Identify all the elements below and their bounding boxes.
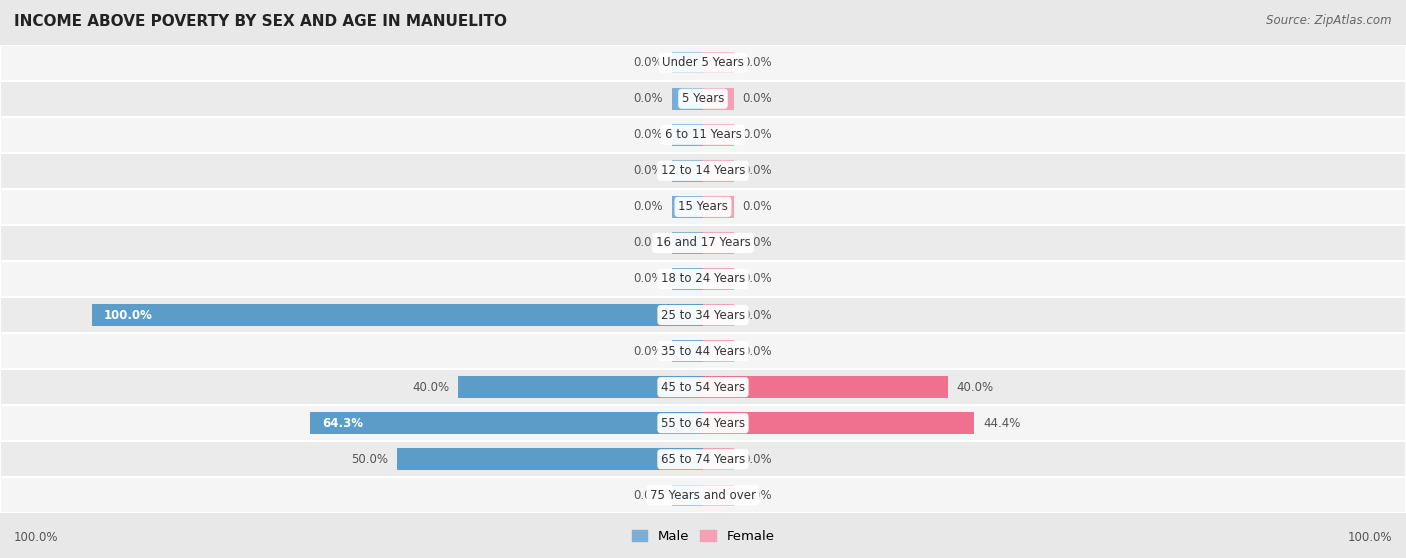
Bar [0, 45, 1406, 81]
Bar [458, 376, 703, 398]
Text: 50.0%: 50.0% [352, 453, 388, 466]
Bar [703, 88, 734, 109]
Bar [0, 477, 1406, 513]
Text: 100.0%: 100.0% [1347, 531, 1392, 544]
Bar [703, 232, 734, 254]
Text: 0.0%: 0.0% [742, 200, 772, 213]
Bar [0, 369, 1406, 405]
Text: 64.3%: 64.3% [322, 417, 363, 430]
Bar [0, 297, 1406, 333]
Text: 0.0%: 0.0% [634, 56, 664, 69]
Bar [0, 333, 1406, 369]
Bar [0, 261, 1406, 297]
Bar [672, 124, 703, 146]
Text: 35 to 44 Years: 35 to 44 Years [661, 345, 745, 358]
Bar [672, 484, 703, 506]
Text: 55 to 64 Years: 55 to 64 Years [661, 417, 745, 430]
Text: 0.0%: 0.0% [742, 272, 772, 286]
Text: 44.4%: 44.4% [984, 417, 1021, 430]
Bar [398, 449, 703, 470]
Text: 0.0%: 0.0% [742, 56, 772, 69]
Text: 25 to 34 Years: 25 to 34 Years [661, 309, 745, 321]
Bar [672, 88, 703, 109]
Bar [703, 340, 734, 362]
Bar [0, 117, 1406, 153]
Bar [0, 153, 1406, 189]
Text: 18 to 24 Years: 18 to 24 Years [661, 272, 745, 286]
Text: 16 and 17 Years: 16 and 17 Years [655, 237, 751, 249]
Text: 45 to 54 Years: 45 to 54 Years [661, 381, 745, 393]
Bar [703, 52, 734, 74]
Bar [703, 304, 734, 326]
Text: Source: ZipAtlas.com: Source: ZipAtlas.com [1267, 14, 1392, 27]
Legend: Male, Female: Male, Female [626, 525, 780, 549]
Text: 0.0%: 0.0% [742, 165, 772, 177]
Text: 0.0%: 0.0% [634, 92, 664, 105]
Text: 12 to 14 Years: 12 to 14 Years [661, 165, 745, 177]
Bar [703, 268, 734, 290]
Text: 75 Years and over: 75 Years and over [650, 489, 756, 502]
Bar [309, 412, 703, 434]
Bar [703, 449, 734, 470]
Text: 0.0%: 0.0% [634, 272, 664, 286]
Text: 0.0%: 0.0% [742, 345, 772, 358]
Text: 0.0%: 0.0% [742, 453, 772, 466]
Text: 0.0%: 0.0% [634, 345, 664, 358]
Text: 0.0%: 0.0% [634, 200, 664, 213]
Text: 40.0%: 40.0% [412, 381, 450, 393]
Text: 0.0%: 0.0% [634, 165, 664, 177]
Bar [672, 52, 703, 74]
Text: 0.0%: 0.0% [742, 237, 772, 249]
Text: 0.0%: 0.0% [742, 489, 772, 502]
Text: 65 to 74 Years: 65 to 74 Years [661, 453, 745, 466]
Bar [0, 441, 1406, 477]
Bar [0, 189, 1406, 225]
Bar [672, 232, 703, 254]
Text: 6 to 11 Years: 6 to 11 Years [665, 128, 741, 141]
Text: 15 Years: 15 Years [678, 200, 728, 213]
Text: 100.0%: 100.0% [104, 309, 153, 321]
Bar [672, 268, 703, 290]
Bar [703, 160, 734, 182]
Text: 100.0%: 100.0% [14, 531, 59, 544]
Bar [672, 196, 703, 218]
Bar [703, 124, 734, 146]
Bar [672, 160, 703, 182]
Bar [0, 81, 1406, 117]
Bar [703, 376, 948, 398]
Text: 0.0%: 0.0% [634, 489, 664, 502]
Bar [703, 196, 734, 218]
Text: 0.0%: 0.0% [634, 128, 664, 141]
Bar [0, 225, 1406, 261]
Bar [703, 484, 734, 506]
Text: 0.0%: 0.0% [634, 237, 664, 249]
Text: 5 Years: 5 Years [682, 92, 724, 105]
Text: 40.0%: 40.0% [956, 381, 994, 393]
Text: INCOME ABOVE POVERTY BY SEX AND AGE IN MANUELITO: INCOME ABOVE POVERTY BY SEX AND AGE IN M… [14, 14, 508, 29]
Text: 0.0%: 0.0% [742, 309, 772, 321]
Text: 0.0%: 0.0% [742, 92, 772, 105]
Text: Under 5 Years: Under 5 Years [662, 56, 744, 69]
Bar [703, 412, 974, 434]
Bar [0, 405, 1406, 441]
Bar [91, 304, 703, 326]
Bar [672, 340, 703, 362]
Text: 0.0%: 0.0% [742, 128, 772, 141]
